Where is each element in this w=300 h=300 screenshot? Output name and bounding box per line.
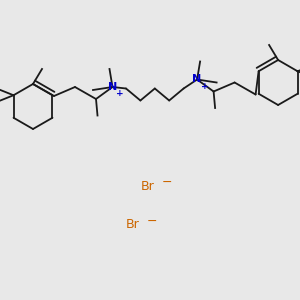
Text: Br: Br <box>141 179 155 193</box>
Text: +: + <box>116 89 124 98</box>
Text: N: N <box>108 82 117 92</box>
Text: +: + <box>201 82 208 91</box>
Text: −: − <box>161 176 172 189</box>
Text: Br: Br <box>126 218 140 232</box>
Text: −: − <box>146 215 157 228</box>
Text: N: N <box>193 74 202 85</box>
